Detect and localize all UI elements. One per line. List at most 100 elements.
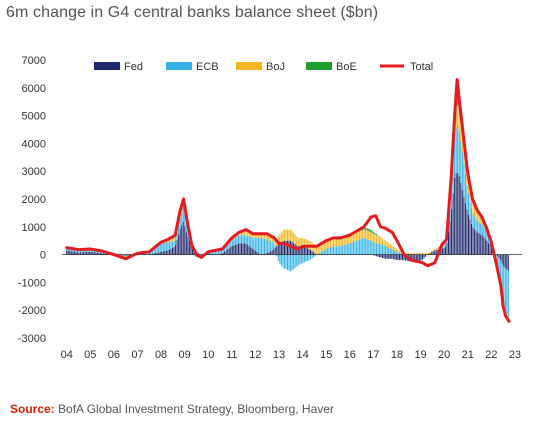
bar-boj <box>417 253 419 255</box>
bar-ecb <box>334 246 336 255</box>
bar-fed <box>385 254 387 259</box>
bar-fed <box>161 251 163 255</box>
bar-boj <box>380 237 382 244</box>
bar-ecb <box>259 237 261 255</box>
bar-boj <box>371 232 373 242</box>
bar-boj <box>466 169 468 185</box>
bar-boj <box>331 238 333 247</box>
chart-title: 6m change in G4 central banks balance sh… <box>6 4 379 21</box>
bar-ecb <box>84 250 86 253</box>
bar-ecb <box>277 254 279 261</box>
y-tick-label: -3000 <box>18 333 46 345</box>
bar-boj <box>328 239 330 248</box>
bar-fed <box>274 247 276 255</box>
bar-ecb <box>282 254 284 268</box>
bar-fed <box>173 246 175 255</box>
y-tick-label: 4000 <box>22 138 46 150</box>
x-tick-label: 05 <box>84 349 96 361</box>
bar-fed <box>429 253 431 255</box>
bar-fed <box>224 251 226 255</box>
bar-fed <box>76 252 78 255</box>
bar-ecb <box>256 237 258 253</box>
bar-ecb <box>455 128 457 174</box>
bar-fed <box>299 246 301 255</box>
bar-fed <box>308 248 310 255</box>
bar-fed <box>415 254 417 262</box>
bar-fed <box>162 251 164 255</box>
bar-fed <box>398 254 400 261</box>
bar-ecb <box>271 242 273 251</box>
bar-ecb <box>386 247 388 255</box>
bar-ecb <box>382 244 384 255</box>
bar-fed <box>121 254 123 256</box>
bar-boj <box>319 244 321 253</box>
bar-ecb <box>87 250 89 252</box>
x-tick-label: 13 <box>273 349 285 361</box>
bar-fed <box>375 254 377 257</box>
bar-ecb <box>161 243 163 252</box>
bar-fed <box>403 254 405 261</box>
bar-ecb <box>72 250 74 252</box>
bar-boj <box>385 240 387 247</box>
bar-fed <box>395 254 397 260</box>
bar-boj <box>279 234 281 243</box>
bar-fed <box>175 245 177 255</box>
bar-fed <box>314 253 316 255</box>
bar-fed <box>498 254 500 259</box>
bar-ecb <box>504 268 506 310</box>
bar-boj <box>455 111 457 129</box>
bar-fed <box>256 252 258 255</box>
bar-ecb <box>377 243 379 255</box>
bar-boj <box>270 236 272 242</box>
bar-ecb <box>93 250 95 253</box>
bar-ecb <box>319 252 321 255</box>
bar-boj <box>362 230 364 239</box>
bar-fed <box>418 254 420 261</box>
bar-ecb <box>464 173 466 204</box>
bar-ecb <box>326 248 328 255</box>
bar-fed <box>457 172 459 255</box>
bar-boj <box>374 234 376 243</box>
bar-ecb <box>300 254 302 264</box>
x-tick-label: 12 <box>249 349 261 361</box>
bar-fed <box>271 250 273 255</box>
bar-boj <box>325 240 327 250</box>
legend-label-boj: BoJ <box>266 61 285 73</box>
y-tick-label: 3000 <box>22 166 46 178</box>
bar-ecb <box>291 254 293 271</box>
bar-boj <box>355 232 358 241</box>
bar-ecb <box>363 238 365 255</box>
bar-fed <box>443 247 445 255</box>
bar-ecb <box>244 235 246 244</box>
bar-fed <box>96 252 98 255</box>
bar-ecb <box>159 244 161 253</box>
x-tick-label: 15 <box>320 349 332 361</box>
bar-ecb <box>164 242 166 252</box>
legend-label-total: Total <box>410 61 433 73</box>
bar-fed <box>504 254 506 269</box>
bar-ecb <box>458 131 460 177</box>
bar-ecb <box>230 241 232 248</box>
bar-boj <box>317 245 319 254</box>
bar-fed <box>236 244 238 255</box>
bar-fed <box>67 250 69 255</box>
bar-fed <box>484 239 486 255</box>
bar-fed <box>276 246 278 255</box>
bar-fed <box>383 254 385 259</box>
bar-boj <box>342 237 344 246</box>
bar-ecb <box>187 230 189 238</box>
bar-fed <box>179 229 181 255</box>
bar-fed <box>464 203 466 255</box>
bar-ecb <box>497 256 499 268</box>
bar-ecb <box>263 238 266 254</box>
x-tick-label: 21 <box>462 349 474 361</box>
bar-fed <box>394 254 396 260</box>
bar-ecb <box>231 240 233 247</box>
bar-ecb <box>424 256 427 258</box>
bar-ecb <box>257 237 259 254</box>
x-tick-label: 18 <box>391 349 403 361</box>
bar-ecb <box>171 241 174 248</box>
bar-fed <box>72 251 74 255</box>
x-axis: 04 05 06 07 08 09 10 11 12 13 14 15 16 17 18 19 20 21 22 23 <box>61 349 521 361</box>
y-tick-label: 5000 <box>22 111 46 123</box>
